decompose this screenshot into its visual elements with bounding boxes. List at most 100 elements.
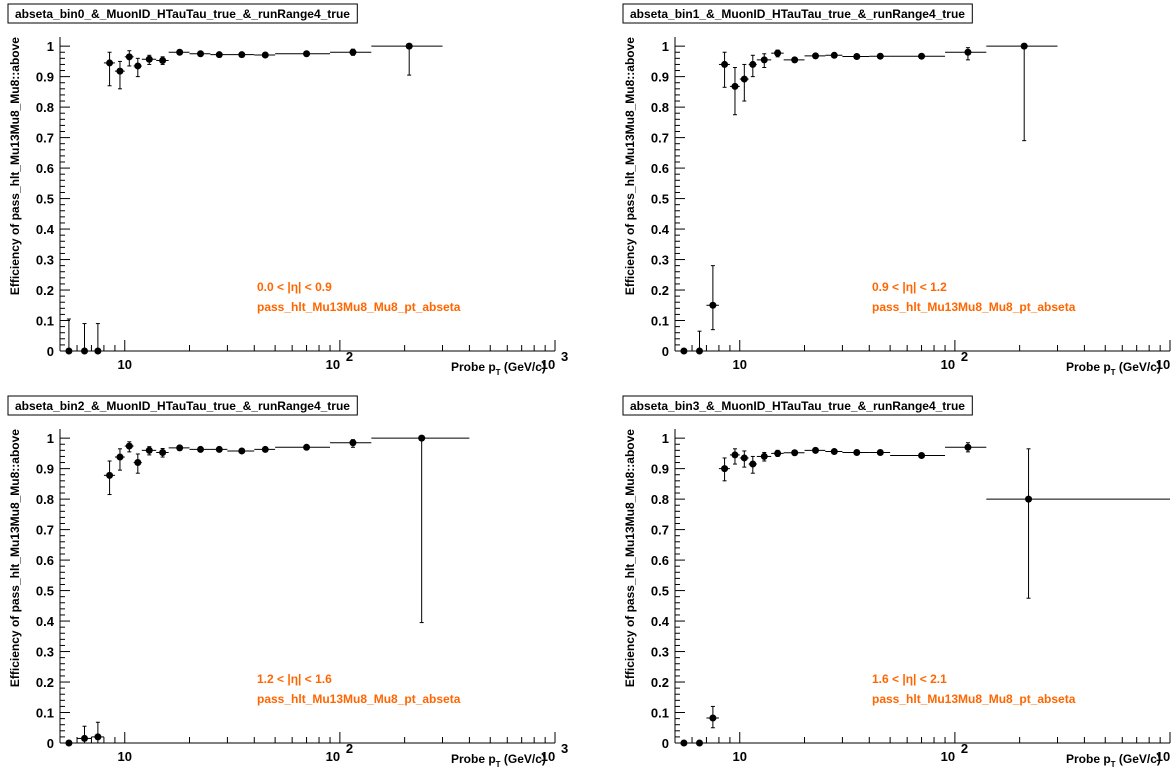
data-point bbox=[731, 82, 739, 90]
chart-panel-2: abseta_bin2_&_MuonID_HTauTau_true_&_runR… bbox=[7, 395, 568, 769]
x-tick-label: 10 bbox=[118, 749, 132, 764]
y-tick-label: 0 bbox=[662, 736, 669, 751]
title-box bbox=[622, 3, 973, 24]
x-tick-label: 10 bbox=[941, 749, 955, 764]
data-point bbox=[116, 67, 124, 75]
y-tick-label: 0.9 bbox=[651, 462, 669, 477]
y-tick-label: 0.1 bbox=[36, 314, 54, 329]
x-axis-title: Probe pT (GeV/c) bbox=[1066, 360, 1161, 377]
x-tick-label-exponent: 2 bbox=[346, 741, 353, 756]
data-point bbox=[709, 714, 717, 722]
annotation-text: pass_hlt_Mu13Mu8_Mu8_pt_abseta bbox=[257, 692, 461, 706]
data-point bbox=[145, 446, 153, 454]
y-tick-label: 0.1 bbox=[651, 314, 669, 329]
y-tick-label: 0.1 bbox=[651, 706, 669, 721]
data-point bbox=[134, 62, 142, 70]
y-tick-label: 0 bbox=[47, 736, 54, 751]
y-tick-label: 0.5 bbox=[36, 584, 54, 599]
y-tick-label: 0.4 bbox=[36, 222, 55, 237]
data-point bbox=[65, 739, 73, 747]
chart-panel-0: abseta_bin0_&_MuonID_HTauTau_true_&_runR… bbox=[7, 3, 568, 377]
annotation-text: pass_hlt_Mu13Mu8_Mu8_pt_abseta bbox=[872, 300, 1076, 314]
y-tick-label: 0.3 bbox=[36, 253, 54, 268]
y-tick-label: 0.3 bbox=[651, 253, 669, 268]
chart-title: abseta_bin3_&_MuonID_HTauTau_true_&_runR… bbox=[630, 399, 965, 413]
y-tick-label: 0 bbox=[47, 344, 54, 359]
data-point bbox=[215, 445, 223, 453]
y-tick-label: 0.8 bbox=[36, 100, 54, 115]
data-point bbox=[176, 48, 184, 56]
y-tick-label: 1 bbox=[47, 431, 54, 446]
data-point bbox=[791, 449, 799, 457]
x-axis-title: Probe pT (GeV/c) bbox=[451, 752, 546, 769]
y-tick-label: 0.4 bbox=[36, 614, 55, 629]
y-axis-title: Efficiency of pass_hlt_Mu13Mu8_Mu8::abov… bbox=[8, 37, 22, 295]
data-point bbox=[125, 442, 133, 450]
data-point bbox=[918, 452, 926, 460]
y-tick-label: 0.3 bbox=[36, 645, 54, 660]
data-point bbox=[145, 55, 153, 63]
x-tick-label: 10 bbox=[326, 357, 340, 372]
y-tick-label: 1 bbox=[662, 431, 669, 446]
annotation-text: 1.2 < |η| < 1.6 bbox=[257, 672, 332, 686]
data-point bbox=[812, 446, 820, 454]
y-tick-label: 1 bbox=[662, 39, 669, 54]
y-tick-label: 0.5 bbox=[36, 192, 54, 207]
data-point bbox=[791, 56, 799, 64]
data-point bbox=[721, 465, 729, 473]
data-point bbox=[749, 60, 757, 68]
data-point bbox=[94, 347, 102, 355]
x-tick-label-exponent: 3 bbox=[561, 349, 568, 364]
data-point bbox=[830, 448, 838, 456]
data-point bbox=[760, 452, 768, 460]
annotation-text: pass_hlt_Mu13Mu8_Mu8_pt_abseta bbox=[872, 692, 1076, 706]
x-axis-title-subscript: T bbox=[1111, 760, 1116, 769]
title-box bbox=[7, 395, 358, 416]
chart-title: abseta_bin1_&_MuonID_HTauTau_true_&_runR… bbox=[630, 7, 965, 21]
data-point bbox=[1020, 42, 1028, 50]
y-tick-label: 0.2 bbox=[36, 675, 54, 690]
x-tick-label: 10 bbox=[941, 357, 955, 372]
x-tick-label: 10 bbox=[326, 749, 340, 764]
y-tick-label: 0.5 bbox=[651, 584, 669, 599]
annotation-text: 0.9 < |η| < 1.2 bbox=[872, 280, 947, 294]
x-tick-label: 10 bbox=[1156, 749, 1170, 764]
data-point bbox=[303, 50, 311, 58]
data-point bbox=[134, 459, 142, 467]
data-point bbox=[740, 75, 748, 83]
x-axis-title-subscript: T bbox=[496, 760, 501, 769]
data-point bbox=[94, 733, 102, 741]
annotation-text: 1.6 < |η| < 2.1 bbox=[872, 672, 947, 686]
y-tick-label: 0 bbox=[662, 344, 669, 359]
data-point bbox=[731, 451, 739, 459]
data-point bbox=[774, 49, 782, 57]
data-point bbox=[238, 51, 246, 59]
data-point bbox=[197, 50, 205, 58]
data-point bbox=[918, 52, 926, 60]
data-point bbox=[303, 443, 311, 451]
y-axis-title: Efficiency of pass_hlt_Mu13Mu8_Mu8::abov… bbox=[8, 429, 22, 687]
data-point bbox=[261, 51, 269, 59]
data-point bbox=[349, 48, 357, 56]
x-tick-label-exponent: 2 bbox=[961, 349, 968, 364]
y-tick-label: 0.2 bbox=[36, 283, 54, 298]
y-tick-label: 0.9 bbox=[36, 462, 54, 477]
x-tick-label: 10 bbox=[1156, 357, 1170, 372]
y-tick-label: 0.3 bbox=[651, 645, 669, 660]
data-point bbox=[116, 453, 124, 461]
x-axis-title: Probe pT (GeV/c) bbox=[451, 360, 546, 377]
y-tick-label: 0.8 bbox=[36, 492, 54, 507]
chart-title: abseta_bin0_&_MuonID_HTauTau_true_&_runR… bbox=[15, 7, 350, 21]
data-point bbox=[65, 347, 73, 355]
x-tick-label: 10 bbox=[541, 357, 555, 372]
data-point bbox=[876, 448, 884, 456]
title-box bbox=[7, 3, 358, 24]
data-point bbox=[680, 739, 688, 747]
x-tick-label: 10 bbox=[118, 357, 132, 372]
y-tick-label: 0.9 bbox=[651, 70, 669, 85]
y-tick-label: 0.4 bbox=[651, 614, 670, 629]
y-tick-label: 0.6 bbox=[36, 553, 54, 568]
y-tick-label: 0.7 bbox=[651, 523, 669, 538]
data-point bbox=[1025, 495, 1033, 503]
x-axis-title-rest: (GeV/c) bbox=[1116, 752, 1161, 766]
